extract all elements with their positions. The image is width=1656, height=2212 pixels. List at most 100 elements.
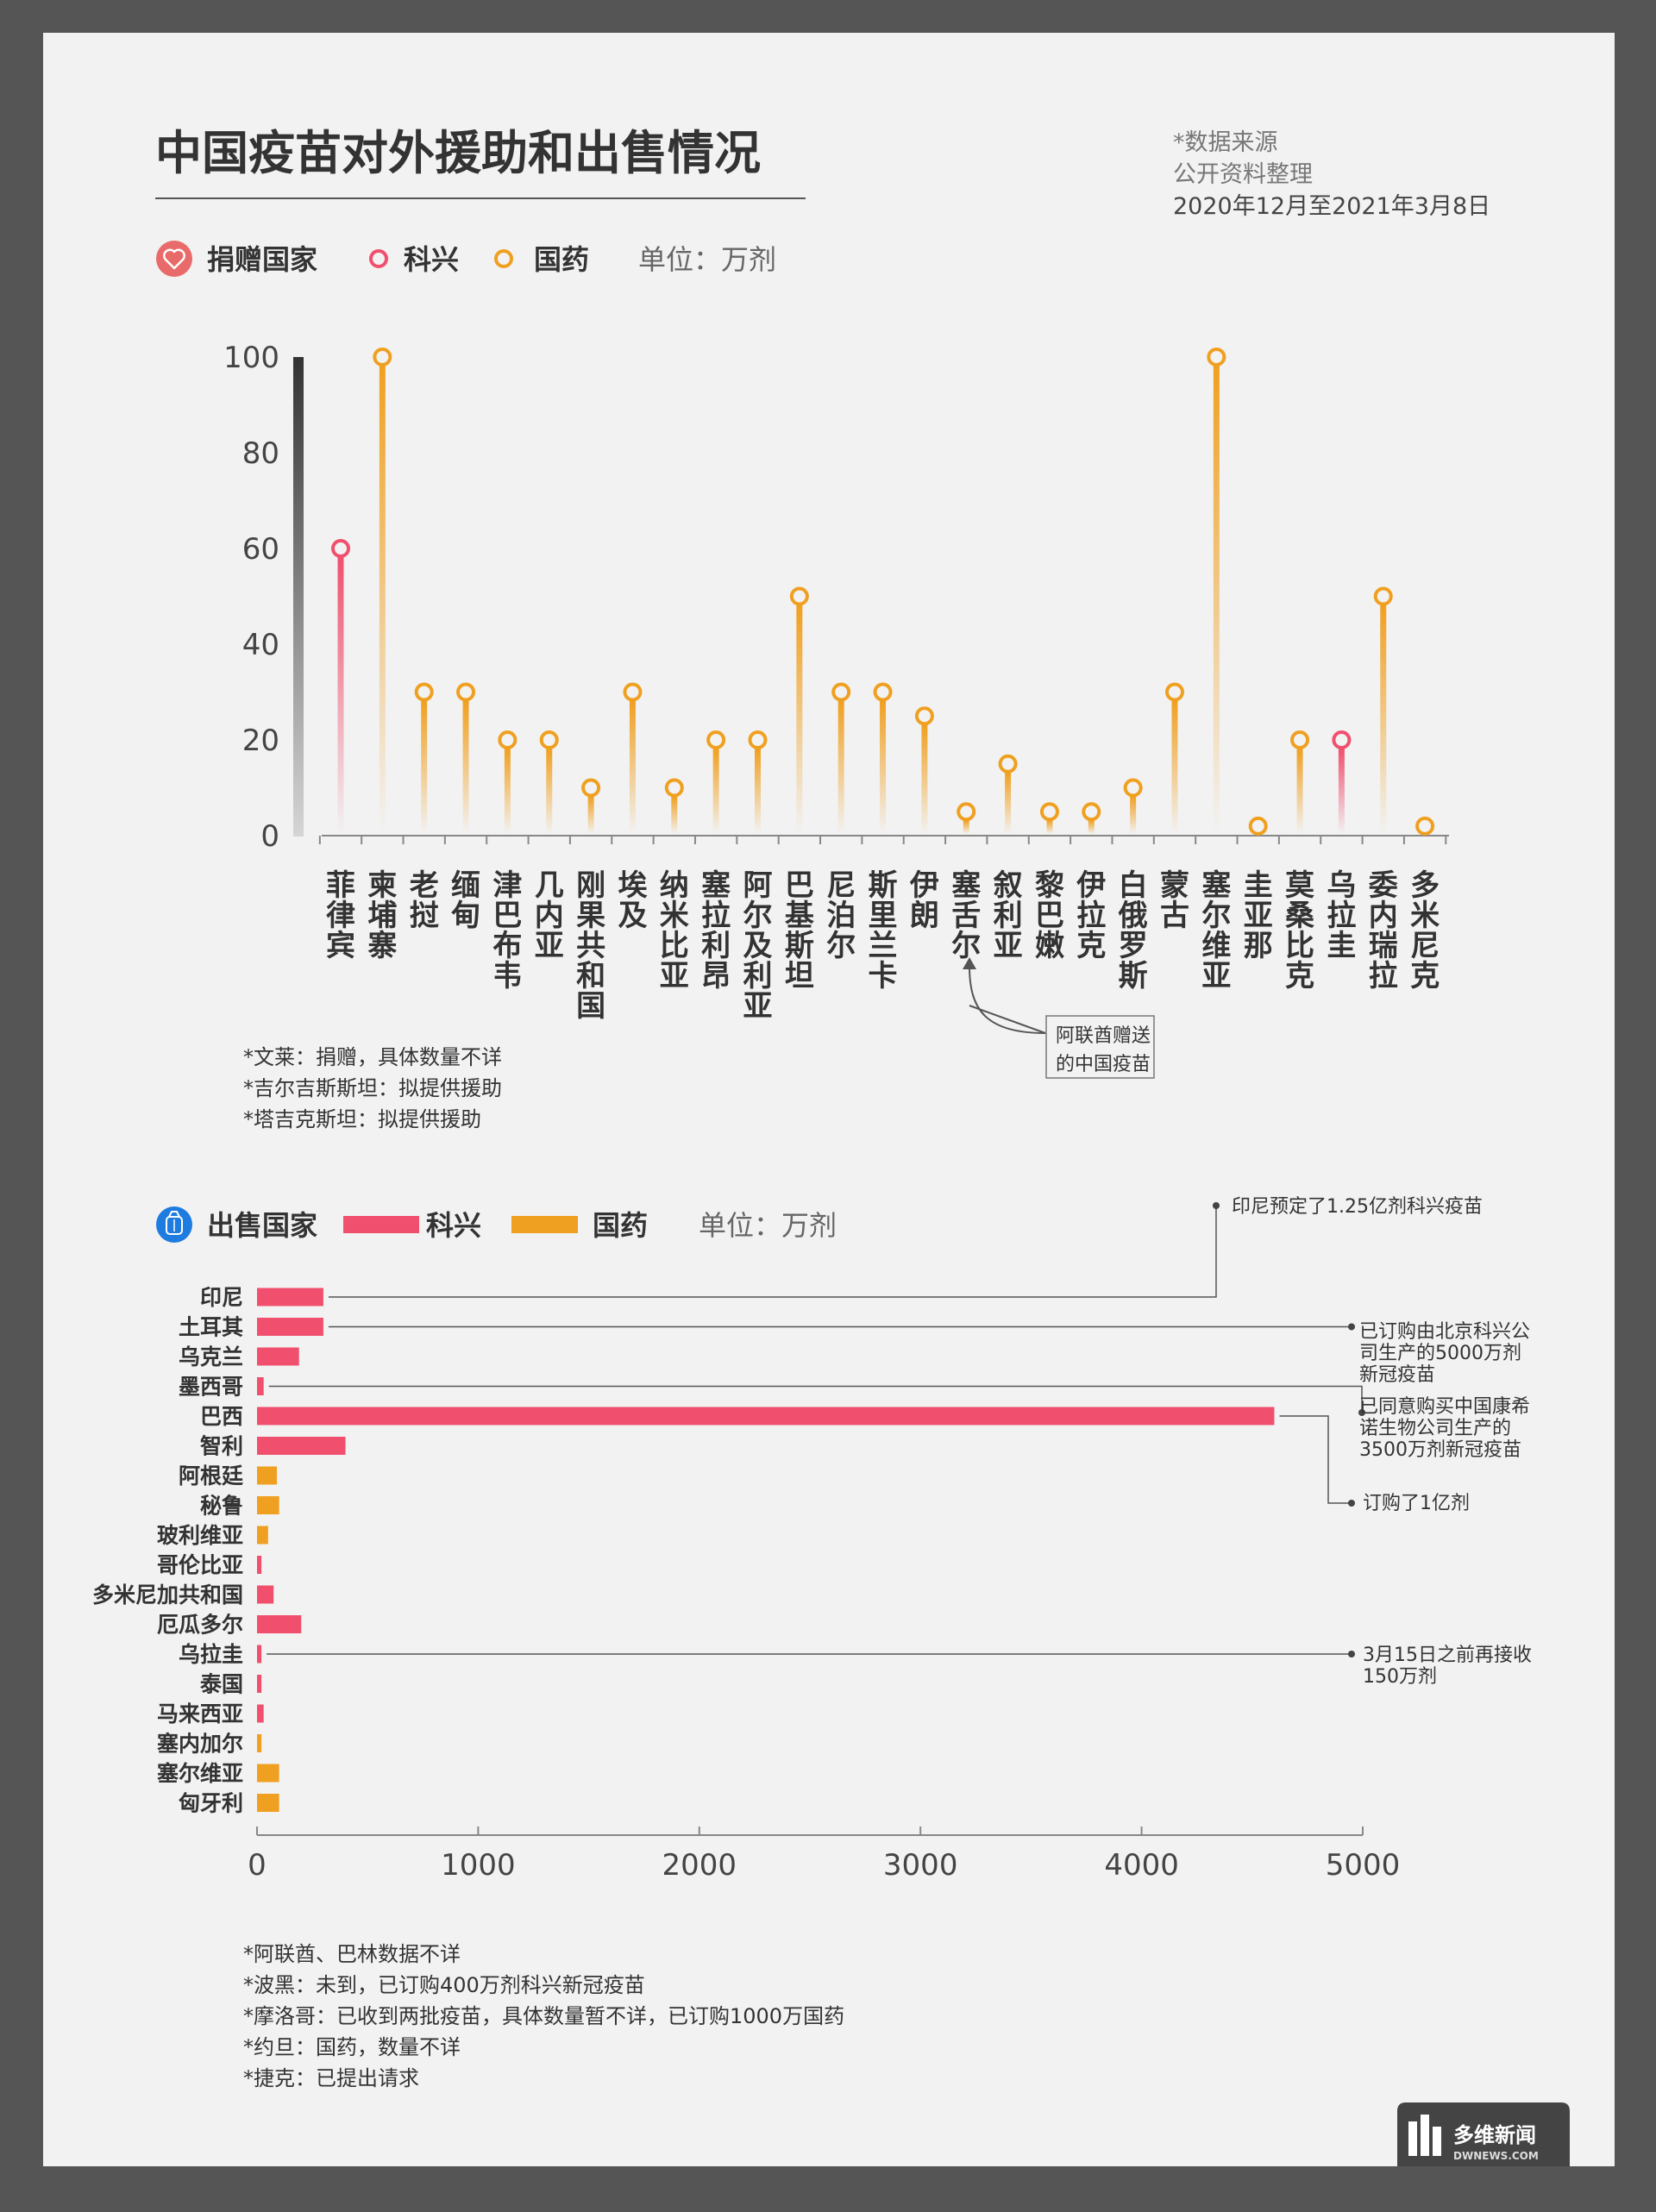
legend-sinopharm-marker [494,249,513,268]
donation-country-label: 几内亚 [535,868,564,963]
sale-country-label: 阿根廷 [179,1463,243,1488]
donation-stem [504,749,511,834]
sale-bar [257,1764,279,1783]
sale-country-label: 塞尔维亚 [157,1761,243,1786]
page-title: 中国疫苗对外援助和出售情况 [155,126,761,180]
donation-stem [421,700,428,834]
donation-country-label: 白俄罗斯 [1118,868,1148,993]
donation-stem [880,700,887,834]
donation-point [1165,682,1184,702]
sale-country-label: 土耳其 [179,1315,243,1340]
dwnews-logo: 多维新闻 DWNEWS.COM [1397,2102,1570,2166]
donation-stem [963,820,969,834]
donation-country-label: 伊朗 [909,868,939,933]
donation-country-label: 委内瑞拉 [1369,868,1398,993]
donation-country-label: 埃及 [618,868,648,933]
infographic-canvas: 中国疫苗对外援助和出售情况 *数据来源 公开资料整理 2020年12月至2021… [92,126,1570,2166]
uae-annotation-box [1045,1015,1155,1079]
donation-stem [1338,749,1345,834]
donation-y-tick-label: 80 [242,436,279,471]
sale-x-tick-label: 2000 [662,1848,737,1883]
donation-point [789,586,809,606]
donation-country-label: 圭亚那 [1244,868,1273,963]
sale-bar [257,1794,279,1812]
sale-legend: 出售国家 科兴 国药 单位：万剂 [156,1206,837,1243]
donation-note-1: *文莱：捐赠，具体数量不详 [243,1045,502,1069]
sale-country-label: 马来西亚 [157,1701,243,1726]
donation-point [539,730,559,749]
sale-country-label: 哥伦比亚 [157,1553,243,1578]
sale-annotation-dot [1358,1409,1365,1416]
donation-stem [755,749,761,834]
sale-bar [257,1734,262,1752]
donation-country-label: 塞尔维亚 [1201,868,1231,993]
donation-marks [318,348,1447,844]
donation-point [1373,586,1393,606]
sale-x-ticks: 0 1000 2000 3000 4000 5000 [248,1827,1400,1883]
donation-note-3: *塔吉克斯坦：拟提供援助 [243,1107,481,1131]
donation-stem [546,749,553,834]
sale-bar [257,1288,323,1307]
sale-country-label: 秘鲁 [200,1494,243,1519]
donation-country-label: 莫桑比克 [1285,868,1314,993]
donation-y-tick-label: 0 [260,819,279,854]
sale-annotation-leader [268,1385,1363,1413]
donation-country-label: 津巴布韦 [492,868,522,993]
donation-country-label: 叙利亚 [994,868,1023,963]
sale-unit: 单位：万剂 [699,1209,837,1242]
donation-country-label: 柬埔寨 [367,868,397,963]
donation-badge [156,241,192,277]
legend-sinopharm-label: 国药 [534,243,589,276]
sale-country-label: 泰国 [200,1672,243,1697]
sale-bar [257,1347,299,1366]
donation-y-tick-label: 20 [242,724,279,758]
donation-point [1123,778,1143,798]
sale-annotation-dot [1348,1323,1355,1331]
donation-stem [1380,605,1387,834]
donation-point [748,730,768,749]
sale-annotation-text: 3月15日之前再接收 [1363,1645,1532,1666]
donation-point [831,682,851,702]
sale-country-label: 巴西 [200,1404,243,1429]
sale-annotation-text: 已订购由北京科兴公 [1359,1321,1530,1343]
uae-annotation: 阿联酋赠送 的中国疫苗 [963,957,1155,1079]
sale-note-4: *约旦：国药，数量不详 [243,2035,461,2059]
donation-country-label: 黎巴嫩 [1035,868,1064,963]
sale-country-label: 玻利维亚 [157,1523,243,1548]
donation-point [1415,816,1435,836]
sale-annotation-text: 已同意购买中国康希 [1359,1396,1530,1418]
donation-point [914,706,934,726]
uae-annotation-arrow-line [969,965,1046,1034]
donation-stem [1296,749,1303,834]
donation-stem [462,700,469,834]
sale-country-labels: 印尼土耳其乌克兰墨西哥巴西智利阿根廷秘鲁玻利维亚哥伦比亚多米尼加共和国厄瓜多尔乌… [92,1285,243,1816]
sale-annotation-text: 印尼预定了1.25亿剂科兴疫苗 [1232,1196,1483,1218]
legend-sinovac-marker [369,249,388,268]
donation-country-label: 菲律宾 [326,868,355,963]
donation-stem [1005,772,1012,834]
donation-stem [796,605,803,834]
sale-x-tick-label: 5000 [1326,1848,1401,1883]
sale-annotation-text: 司生产的5000万剂 [1359,1343,1521,1364]
sale-note-5: *捷克：已提出请求 [243,2066,419,2090]
donation-country-label: 斯里兰卡 [869,868,898,993]
sale-country-label: 塞内加尔 [157,1732,243,1757]
donation-country-label: 乌拉圭 [1327,868,1356,963]
donation-point [331,539,350,558]
sale-country-label: 乌拉圭 [179,1642,243,1667]
donation-unit: 单位：万剂 [638,243,776,276]
sale-bar [257,1526,268,1545]
donation-point [957,802,976,822]
sale-country-label: 智利 [200,1434,243,1459]
sale-bars [257,1288,1275,1812]
logo-url: DWNEWS.COM [1453,2150,1539,2162]
infographic-panel: 中国疫苗对外援助和出售情况 *数据来源 公开资料整理 2020年12月至2021… [43,33,1615,2166]
donation-country-label: 阿尔及利亚 [743,868,773,1024]
donation-country-label: 老挝 [410,868,439,933]
sale-heading: 出售国家 [207,1209,317,1242]
donation-point [706,730,726,749]
sale-bar [257,1407,1275,1426]
donation-stem [629,700,636,834]
sale-legend-sinopharm-label: 国药 [593,1209,648,1242]
sale-legend-sinopharm-swatch [511,1216,578,1233]
